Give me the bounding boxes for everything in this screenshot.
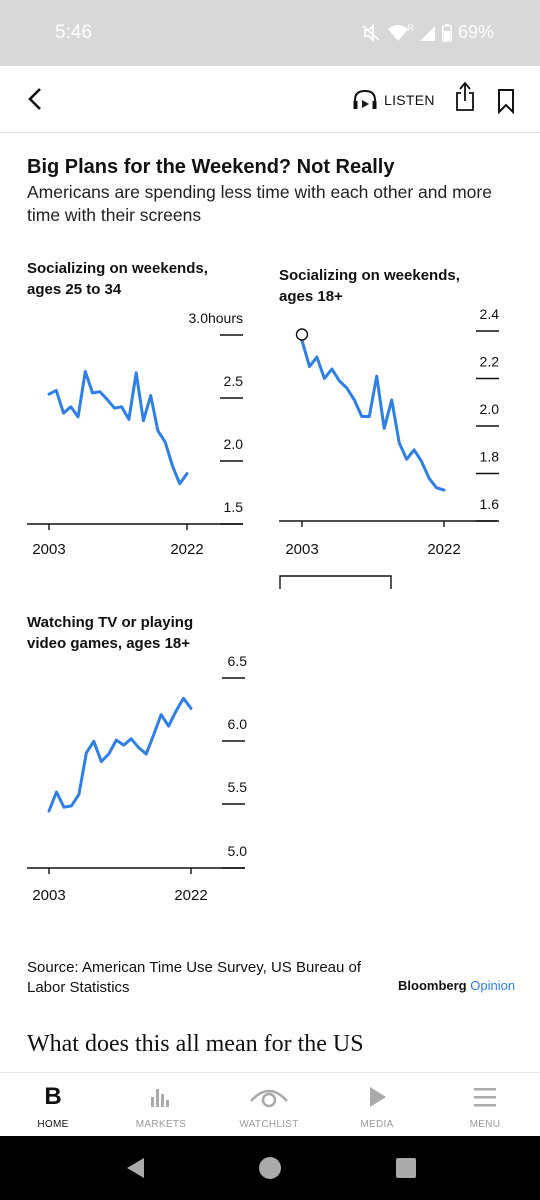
chart-2-ytick-label: 1.8 — [480, 449, 500, 465]
hamburger-icon — [440, 1083, 530, 1111]
chart-1-title: Socializing on weekends, ages 25 to 34 — [27, 260, 208, 298]
nav-watchlist[interactable]: WATCHLIST — [224, 1073, 314, 1137]
chart-3-ytick-label: 6.0 — [228, 716, 248, 732]
listen-button[interactable]: LISTEN — [352, 86, 435, 114]
chart-2-xtick-label: 2022 — [427, 541, 460, 558]
nav-media[interactable]: MEDIA — [332, 1073, 422, 1137]
nav-markets[interactable]: MARKETS — [116, 1073, 206, 1137]
chart-1-ytick-label: 1.5 — [224, 499, 244, 515]
system-home-icon[interactable] — [258, 1156, 282, 1180]
headphones-icon — [353, 89, 377, 109]
eye-icon — [224, 1083, 314, 1111]
chart-2-annotation-circle — [295, 328, 309, 341]
bloomberg-b-icon: B — [44, 1083, 62, 1110]
nav-media-label: MEDIA — [360, 1119, 394, 1130]
charts-canvas: 3.0hours 2.5 2.0 1.5 2003 2022 2.4 2.2 2.0 1.8 1.6… — [27, 306, 500, 904]
chart-2-series-line — [300, 339, 446, 492]
chart-2-title: Socializing on weekends, ages 18+ — [279, 267, 460, 305]
nav-menu[interactable]: MENU — [440, 1073, 530, 1137]
play-icon — [332, 1083, 422, 1111]
mute-icon — [362, 23, 381, 42]
listen-label: LISTEN — [384, 92, 435, 108]
article-subhead: Americans are spending less time with ea… — [27, 182, 492, 225]
system-back-icon[interactable] — [124, 1156, 146, 1180]
nav-markets-label: MARKETS — [135, 1119, 187, 1130]
chart-1-xtick-label: 2022 — [170, 541, 203, 558]
chart-3-xtick-label: 2022 — [174, 887, 207, 904]
signal-icon — [419, 25, 435, 41]
chart-2-ytick-label: 2.0 — [480, 401, 500, 417]
status-time: 5:46 — [55, 22, 92, 43]
network-badge: R — [407, 22, 414, 33]
chart-3-ytick-label: 5.0 — [228, 843, 248, 859]
chart-2-ytick-label: 2.2 — [480, 354, 500, 370]
section-heading: What does this all mean for the US — [27, 1031, 364, 1057]
share-icon[interactable] — [453, 80, 477, 114]
battery-icon — [442, 23, 452, 42]
chart-2-ytick-label: 1.6 — [480, 496, 500, 512]
back-arrow-icon[interactable] — [22, 84, 52, 114]
source-note: Source: American Time Use Survey, US Bur… — [27, 959, 362, 996]
bar-chart-icon — [116, 1083, 206, 1111]
chart-1-ytick-label: 2.5 — [224, 373, 244, 389]
brand-sub: Opinion — [470, 978, 516, 993]
chart-3-xtick-label: 2003 — [32, 887, 65, 904]
nav-watchlist-label: WATCHLIST — [239, 1119, 299, 1130]
wifi-icon — [388, 24, 409, 41]
chart-3-series-line — [47, 696, 193, 813]
bottom-nav: B HOME MARKETS WATCHLIST M — [0, 1072, 540, 1137]
nav-menu-label: MENU — [469, 1119, 501, 1130]
chart-1-series-line — [47, 370, 189, 486]
chart-2-bracket — [279, 575, 392, 589]
chart-3-ytick-label: 5.5 — [228, 779, 248, 795]
chart-2-xtick-label: 2003 — [285, 541, 318, 558]
battery-level: 69% — [457, 22, 494, 42]
bookmark-icon[interactable] — [497, 88, 515, 114]
chart-1-ytick-label: 3.0hours — [189, 310, 243, 326]
article-headline: Big Plans for the Weekend? Not Really — [27, 156, 395, 178]
chart-1-ytick-label: 2.0 — [224, 436, 244, 452]
nav-home-label: HOME — [37, 1119, 69, 1130]
status-bar: 5:46 R 69% — [0, 0, 540, 66]
chart-3-ytick-label: 6.5 — [228, 653, 248, 669]
status-icons: R 69% — [361, 22, 494, 43]
nav-home[interactable]: B HOME — [8, 1073, 98, 1137]
chart-1-xtick-label: 2003 — [32, 541, 65, 558]
brand-main: Bloomberg — [398, 978, 467, 993]
chart-3-title: Watching TV or playing video games, ages… — [27, 614, 194, 652]
system-recents-icon[interactable] — [395, 1157, 417, 1179]
system-nav-bar — [0, 1136, 540, 1200]
app-bar: LISTEN — [0, 66, 540, 133]
chart-2-ytick-label: 2.4 — [480, 306, 500, 322]
bloomberg-opinion-logo: Bloomberg Opinion — [398, 978, 515, 993]
